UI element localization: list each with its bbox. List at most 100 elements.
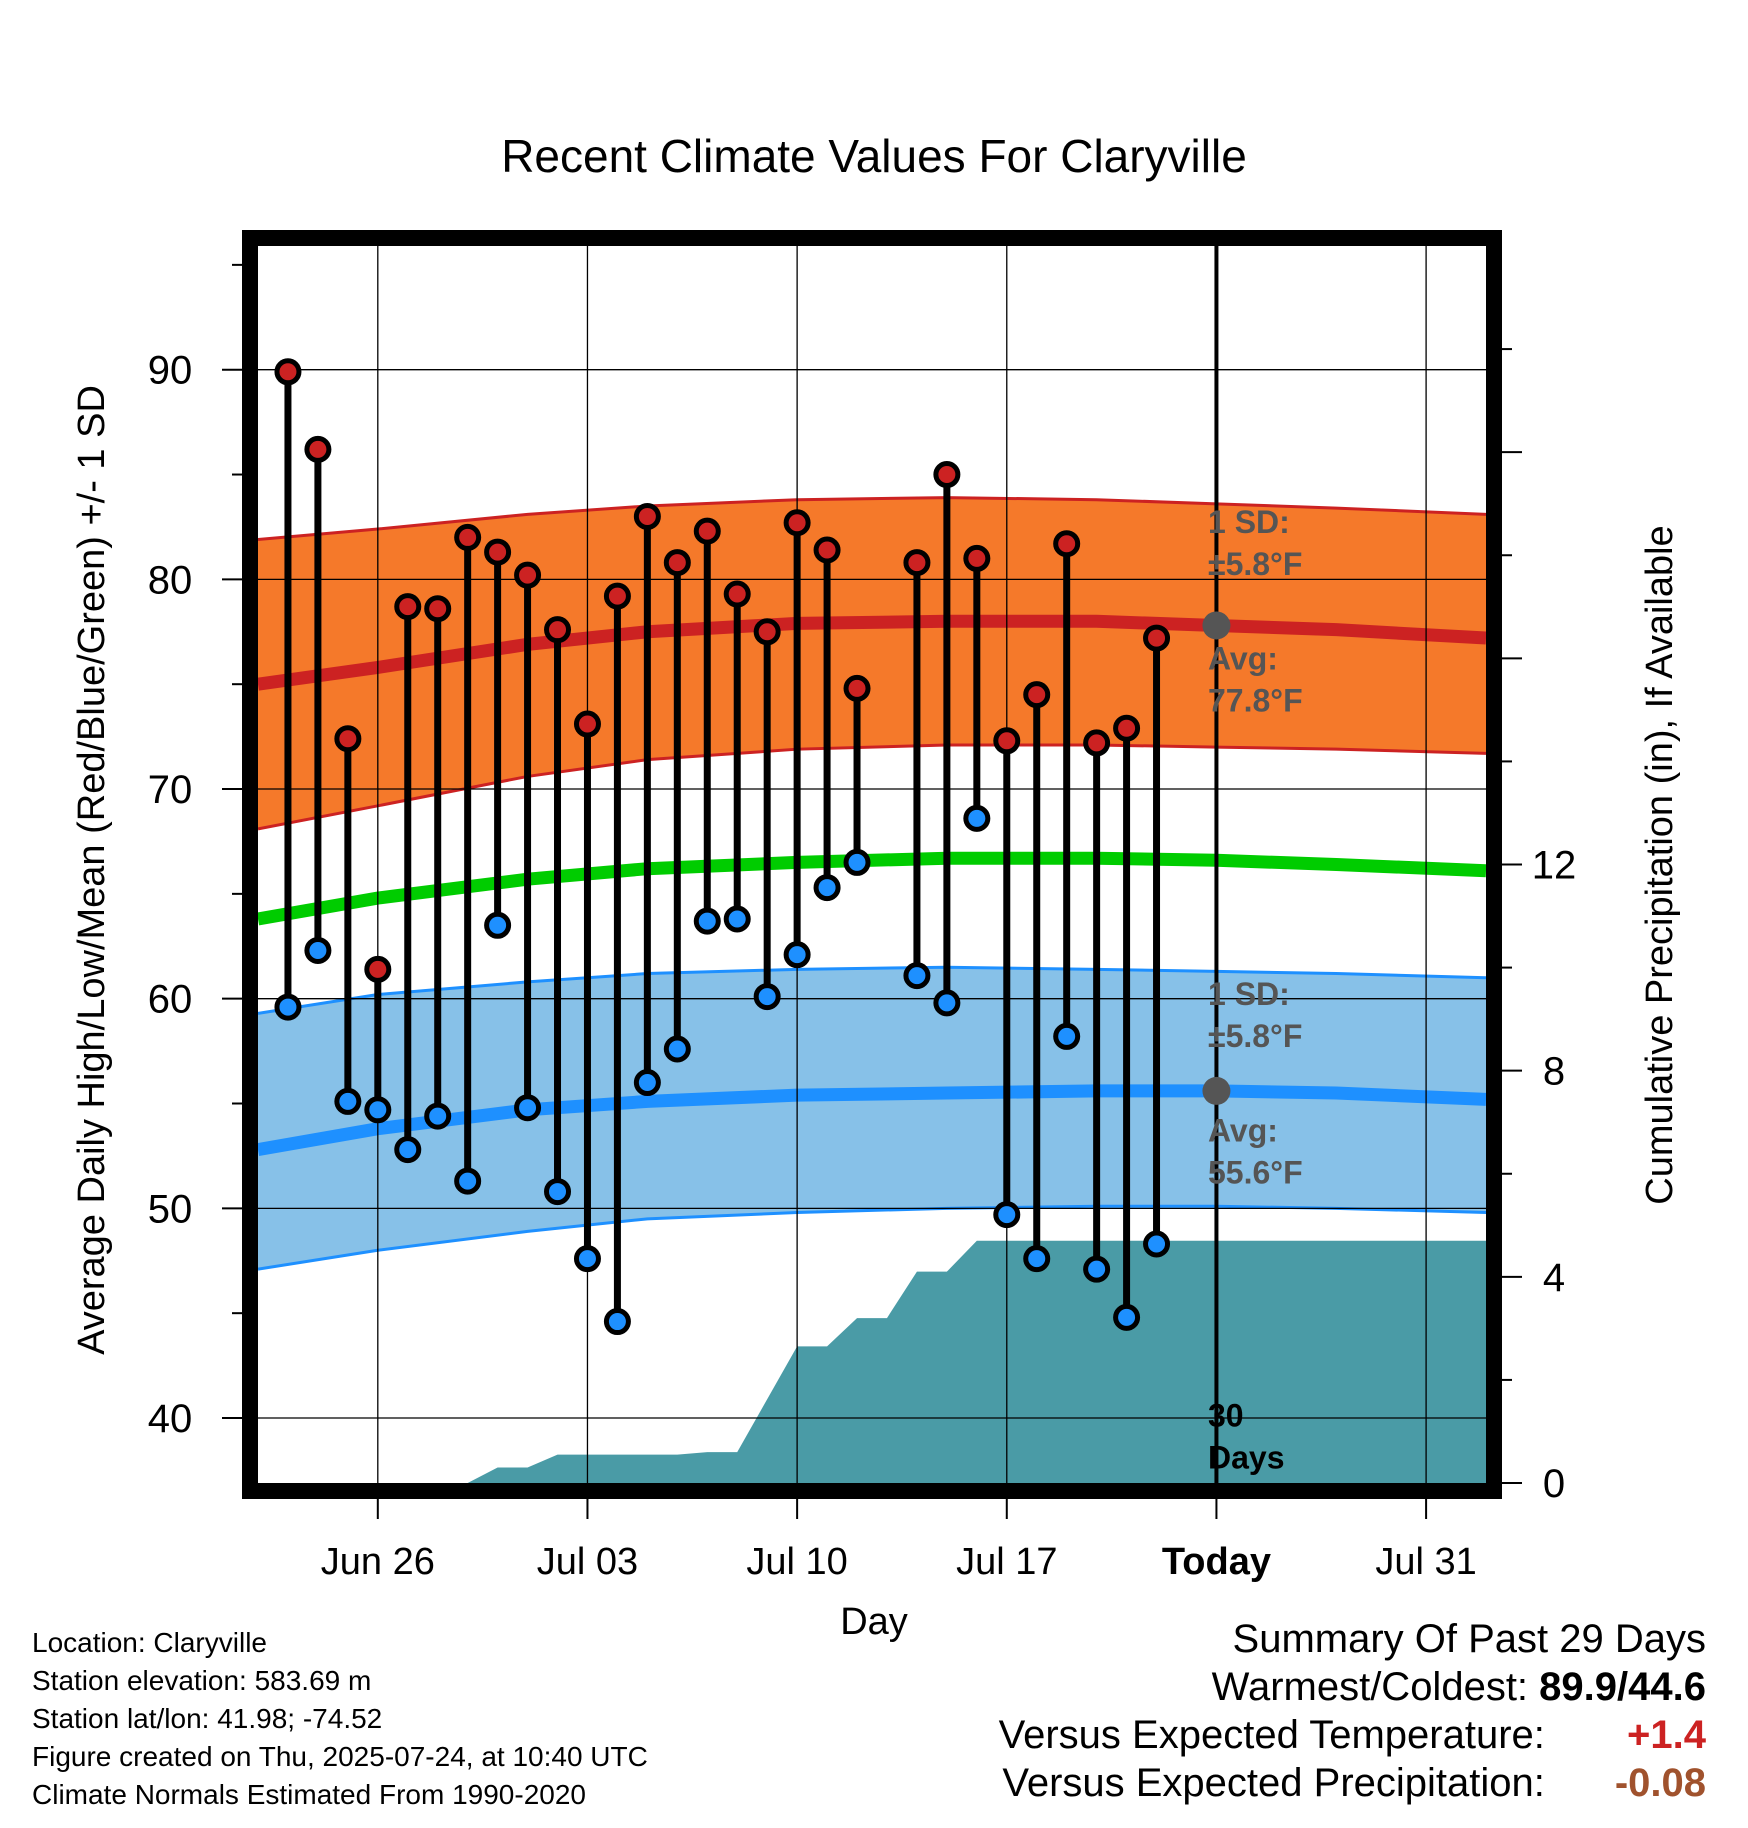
- daily-low-point: [454, 1167, 482, 1195]
- daily-high-point: [1113, 714, 1141, 742]
- normals-text: Climate Normals Estimated From 1990-2020: [32, 1779, 586, 1810]
- daily-low-point: [933, 989, 961, 1017]
- daily-high-point: [364, 955, 392, 983]
- days-annotation: 30: [1208, 1397, 1244, 1433]
- warm-cold-row: Warmest/Coldest: 89.9/44.6: [999, 1663, 1706, 1711]
- daily-high-point: [1083, 729, 1111, 757]
- y-tick-label: 40: [148, 1397, 193, 1441]
- y2-tick-label: 12: [1532, 844, 1577, 888]
- days-annotation: Days: [1208, 1439, 1285, 1475]
- daily-high-point: [573, 710, 601, 738]
- plot-area: [258, 246, 1486, 1483]
- y-tick-label: 80: [148, 558, 193, 602]
- daily-low-point: [1053, 1022, 1081, 1050]
- latlon-text: Station lat/lon: 41.98; -74.52: [32, 1703, 383, 1734]
- daily-low-point: [963, 804, 991, 832]
- y-axis-label: Average Daily High/Low/Mean (Red/Blue/Gr…: [71, 385, 113, 1355]
- daily-high-point: [334, 725, 362, 753]
- daily-high-point: [514, 561, 542, 589]
- daily-high-point: [693, 517, 721, 545]
- y-tick-label: 60: [148, 978, 193, 1022]
- daily-high-point: [1143, 624, 1171, 652]
- high-avg-annotation: 77.8°F: [1208, 683, 1303, 719]
- daily-high-point: [484, 538, 512, 566]
- temp-row: Versus Expected Temperature: +1.4: [999, 1711, 1706, 1759]
- daily-high-point: [903, 549, 931, 577]
- daily-low-point: [603, 1308, 631, 1336]
- x-axis-label: Day: [840, 1601, 908, 1643]
- y-tick-label: 50: [148, 1187, 193, 1231]
- daily-low-point: [484, 911, 512, 939]
- low-sd-band-lower-edge: [258, 1204, 1486, 1271]
- temp-label: Versus Expected Temperature:: [998, 1713, 1545, 1757]
- daily-low-point: [573, 1245, 601, 1273]
- daily-low-point: [274, 993, 302, 1021]
- y2-axis-label: Cumulative Precipitation (in), If Availa…: [1639, 525, 1681, 1204]
- daily-low-point: [693, 907, 721, 935]
- elevation-text: Station elevation: 583.69 m: [32, 1665, 372, 1696]
- low-avg-annotation: Avg:: [1208, 1112, 1278, 1148]
- daily-low-point: [1023, 1245, 1051, 1273]
- daily-low-point: [364, 1096, 392, 1124]
- daily-low-point: [1113, 1303, 1141, 1331]
- daily-low-point: [813, 874, 841, 902]
- summary-panel: Summary Of Past 29 Days Warmest/Coldest:…: [999, 1615, 1706, 1807]
- mean-normal-line: [258, 851, 1486, 926]
- daily-high-point: [783, 509, 811, 537]
- high-sd-annotation: ±5.8°F: [1208, 546, 1302, 582]
- daily-high-point: [843, 674, 871, 702]
- low-sd-band-upper-edge: [258, 965, 1486, 1015]
- high-sd-annotation: 1 SD:: [1208, 504, 1290, 540]
- high-normal-line: [258, 614, 1486, 691]
- x-tick-label: Jul 17: [956, 1541, 1057, 1583]
- daily-high-point: [753, 618, 781, 646]
- low-sd-annotation: 1 SD:: [1208, 976, 1290, 1012]
- daily-low-point: [753, 983, 781, 1011]
- daily-low-point: [723, 905, 751, 933]
- warm-cold-label: Warmest/Coldest:: [1211, 1665, 1529, 1709]
- daily-high-point: [633, 502, 661, 530]
- low-avg-annotation: 55.6°F: [1208, 1154, 1303, 1190]
- x-tick-label: Today: [1162, 1541, 1271, 1583]
- high-avg-annotation: Avg:: [1208, 641, 1278, 677]
- precip-row: Versus Expected Precipitation: -0.08: [999, 1759, 1706, 1807]
- temp-value: +1.4: [1627, 1713, 1706, 1757]
- daily-low-point: [424, 1102, 452, 1130]
- daily-low-point: [663, 1035, 691, 1063]
- plot-frame: [242, 230, 1502, 1499]
- daily-high-point: [1023, 681, 1051, 709]
- warm-cold-value: 89.9/44.6: [1539, 1665, 1706, 1709]
- daily-low-point: [783, 941, 811, 969]
- daily-high-point: [394, 593, 422, 621]
- daily-high-point: [963, 544, 991, 572]
- daily-high-point: [424, 595, 452, 623]
- high-sd-band-lower-edge: [258, 743, 1486, 831]
- x-tick-label: Jul 10: [746, 1541, 847, 1583]
- daily-low-point: [544, 1178, 572, 1206]
- daily-high-point: [454, 523, 482, 551]
- chart-title: Recent Climate Values For Claryville: [501, 130, 1247, 182]
- daily-high-point: [1053, 530, 1081, 558]
- daily-high-point: [813, 536, 841, 564]
- x-tick-label: Jul 03: [537, 1541, 638, 1583]
- y-tick-label: 70: [148, 768, 193, 812]
- y2-tick-label: 4: [1543, 1256, 1565, 1300]
- daily-high-point: [304, 435, 332, 463]
- daily-low-point: [304, 936, 332, 964]
- daily-high-point: [723, 580, 751, 608]
- daily-low-point: [993, 1201, 1021, 1229]
- x-tick-label: Jun 26: [321, 1541, 435, 1583]
- today-low-avg-marker: [1202, 1076, 1231, 1105]
- x-tick-label: Jul 31: [1375, 1541, 1476, 1583]
- daily-high-point: [993, 727, 1021, 755]
- y2-tick-label: 8: [1543, 1050, 1565, 1094]
- today-high-avg-marker: [1202, 611, 1231, 640]
- daily-low-point: [633, 1069, 661, 1097]
- low-sd-annotation: ±5.8°F: [1208, 1018, 1302, 1054]
- summary-title: Summary Of Past 29 Days: [1232, 1617, 1706, 1661]
- y2-tick-label: 0: [1543, 1462, 1565, 1506]
- daily-low-point: [334, 1087, 362, 1115]
- daily-high-point: [544, 616, 572, 644]
- daily-low-point: [843, 848, 871, 876]
